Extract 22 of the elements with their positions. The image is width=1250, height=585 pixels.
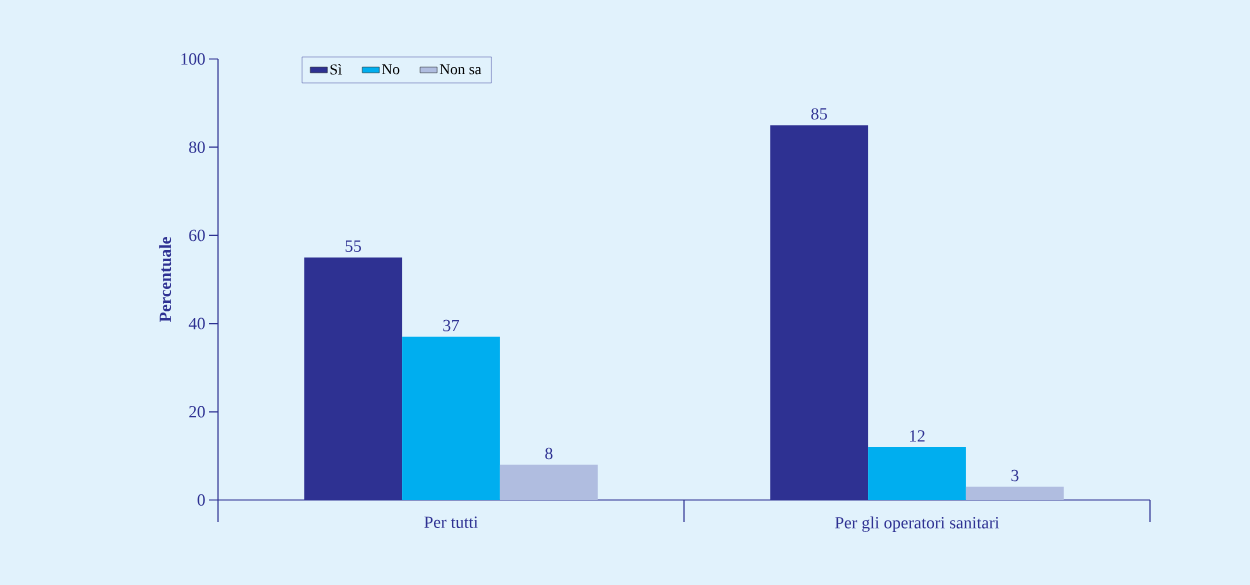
y-tick-label: 40 [188, 317, 205, 330]
data-label: 3 [1011, 469, 1019, 482]
y-tick-label: 0 [197, 494, 205, 506]
bar [868, 447, 966, 500]
x-tick-label: Per tutti [424, 516, 478, 528]
y-tick-label: 60 [189, 229, 205, 242]
data-label: 55 [345, 240, 361, 252]
y-tick-label: 100 [181, 53, 205, 65]
x-tick-label: Per gli operatori sanitari [835, 516, 1000, 532]
data-label: 8 [545, 447, 553, 460]
data-label: 85 [811, 108, 827, 120]
bar [402, 336, 500, 500]
legend-label: Sì [330, 63, 342, 75]
y-tick-label: 80 [189, 141, 205, 153]
legend-label: Non sa [439, 64, 482, 75]
data-label: 37 [443, 319, 460, 332]
data-label: 12 [909, 430, 925, 442]
bar [499, 464, 598, 500]
bar [965, 486, 1064, 500]
y-axis-title: Percentuale [159, 237, 172, 322]
legend-label: No [381, 64, 400, 75]
y-tick-label: 20 [189, 406, 205, 418]
